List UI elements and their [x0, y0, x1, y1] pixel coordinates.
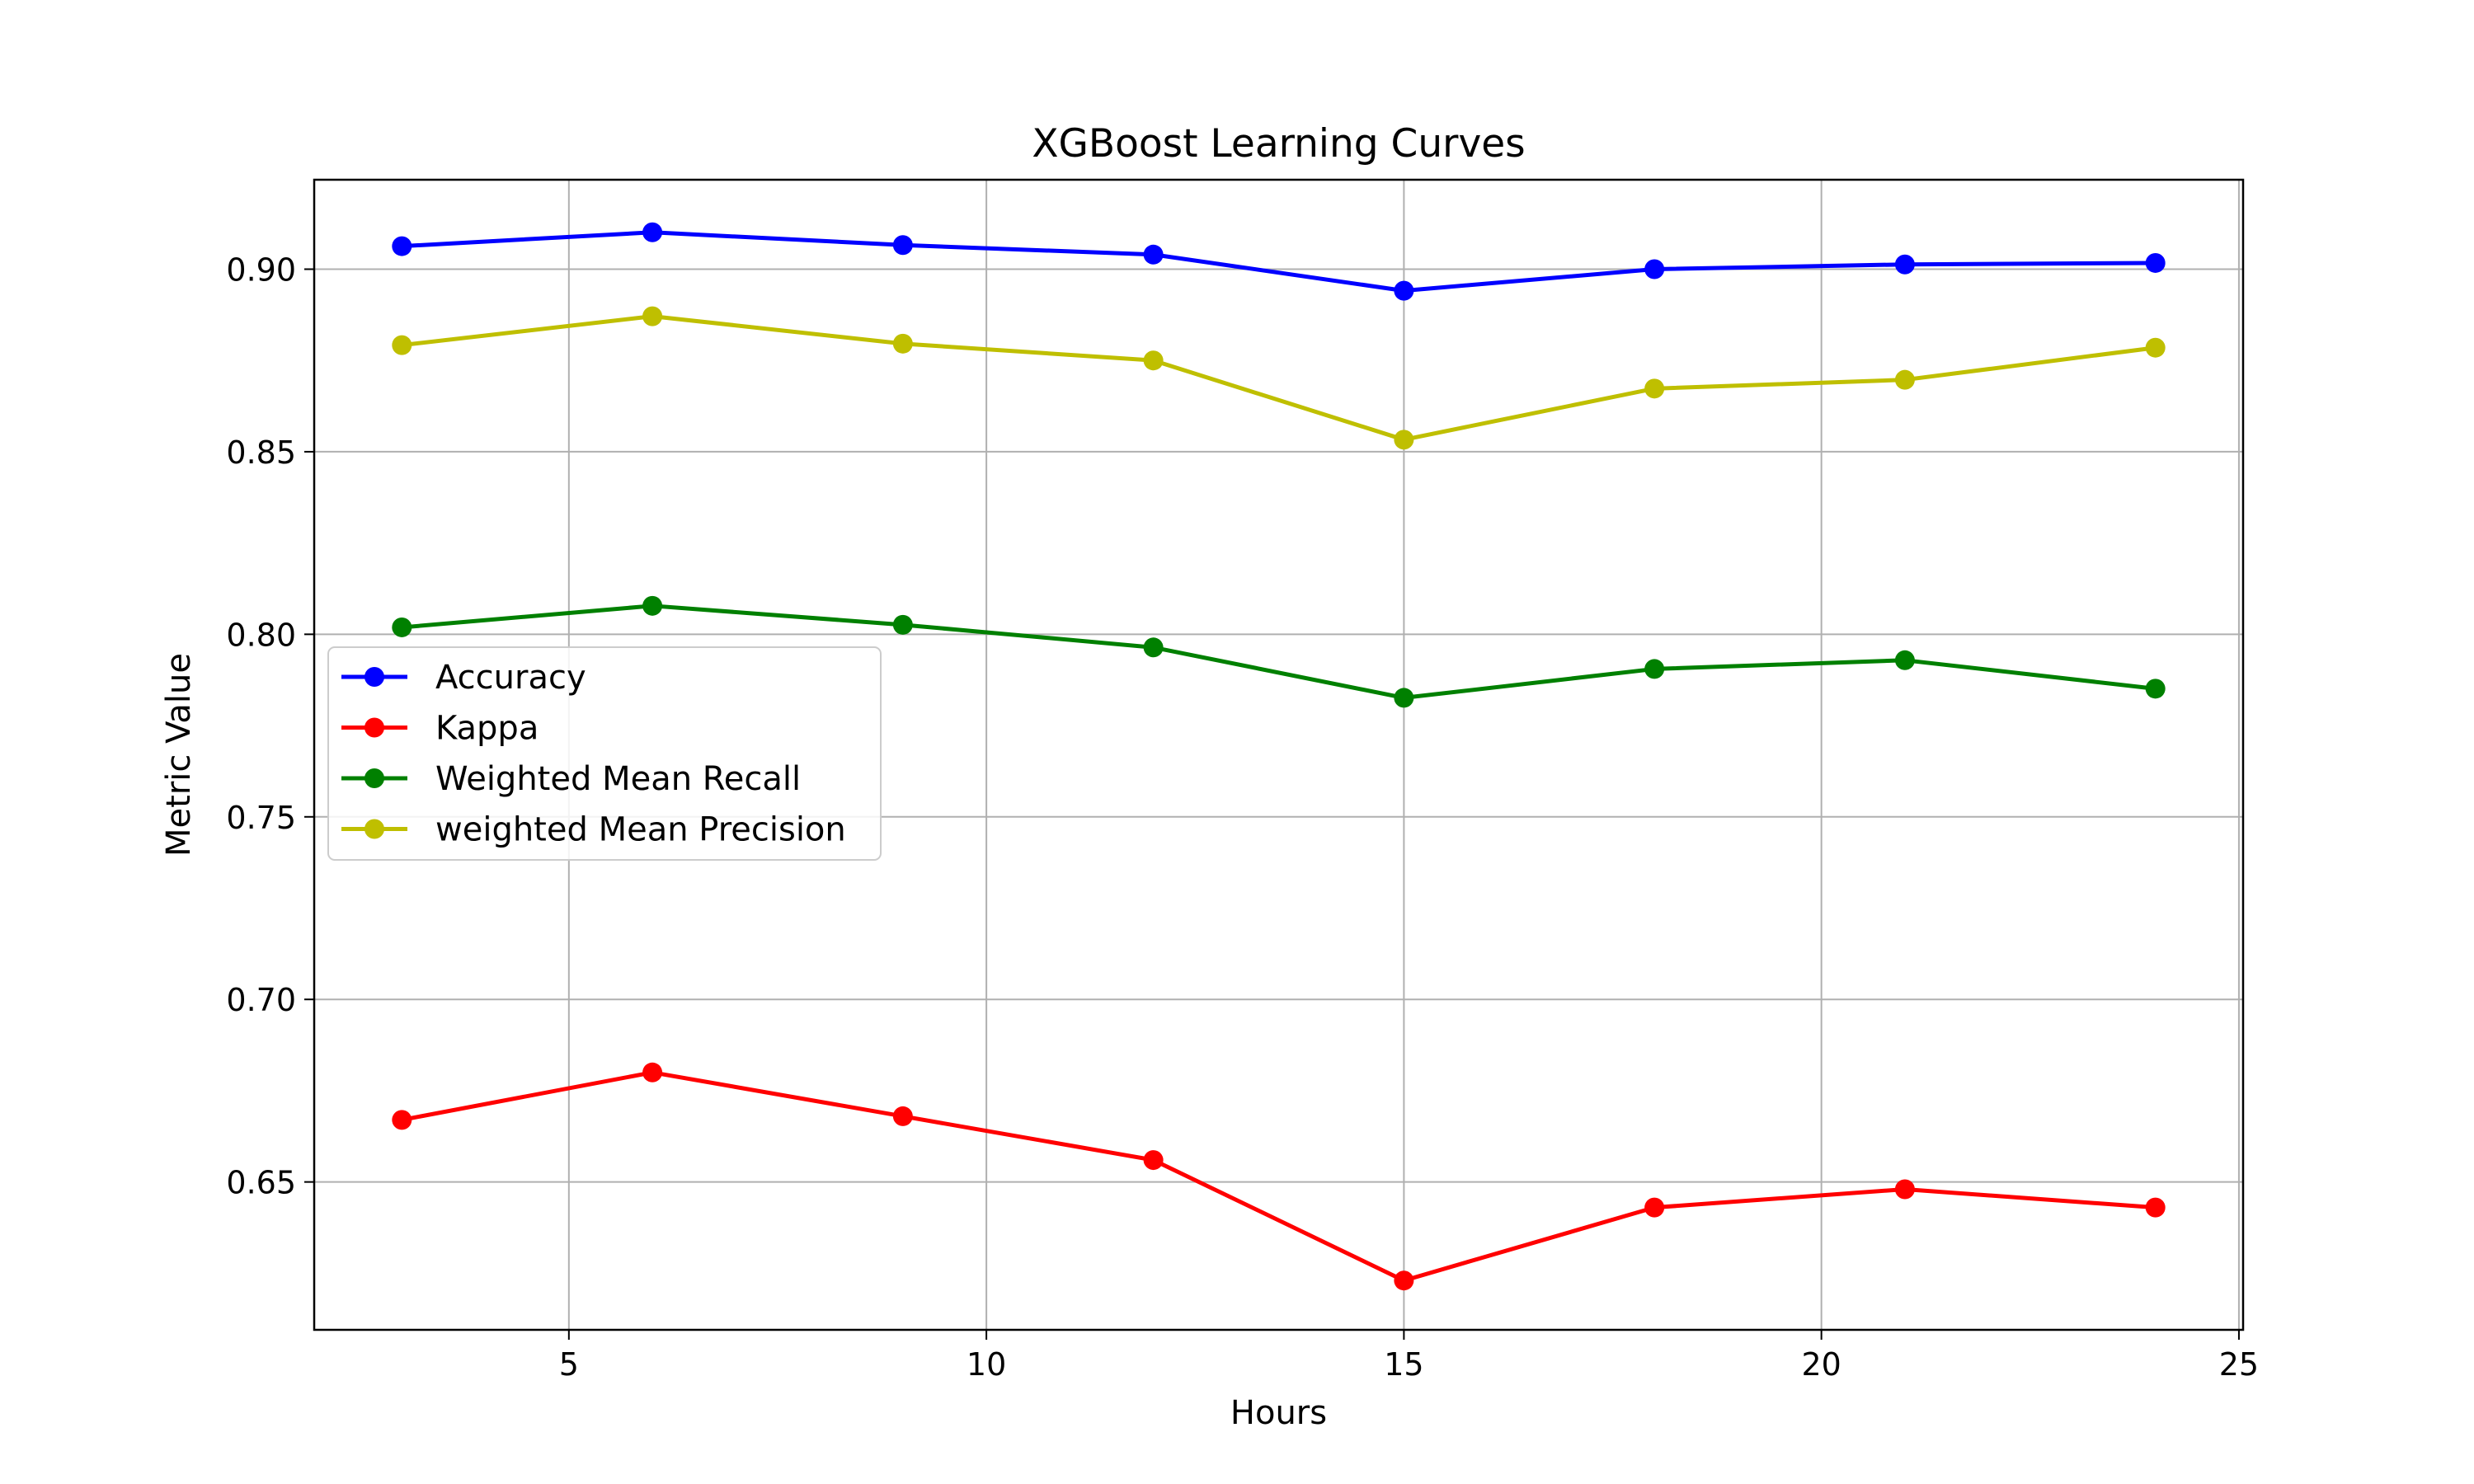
data-point — [2145, 1197, 2166, 1218]
legend-marker — [365, 819, 384, 839]
series-accuracy — [392, 222, 2166, 301]
data-point — [1143, 1150, 1164, 1171]
data-point — [1894, 254, 1915, 275]
data-point — [892, 235, 913, 256]
data-point — [892, 333, 913, 354]
data-point — [1394, 688, 1414, 708]
series-weighted-mean-recall — [392, 595, 2166, 708]
y-tick-label: 0.85 — [226, 434, 296, 471]
legend-box — [327, 646, 882, 861]
data-point — [892, 1106, 913, 1126]
legend-label: Weighted Mean Recall — [435, 760, 801, 798]
data-point — [1143, 637, 1164, 658]
y-axis-label: Metric Value — [160, 653, 198, 857]
data-point — [1644, 659, 1665, 679]
data-point — [1394, 430, 1414, 450]
legend-marker — [365, 667, 384, 687]
x-tick-label: 10 — [967, 1346, 1006, 1383]
series-line — [402, 314, 2157, 442]
data-point — [1143, 244, 1164, 265]
legend-label: Accuracy — [435, 659, 586, 697]
data-point — [1894, 1179, 1915, 1200]
data-point — [2145, 337, 2166, 358]
series-line — [402, 603, 2156, 700]
data-point — [1894, 369, 1915, 390]
data-point — [642, 595, 663, 616]
data-point — [1644, 378, 1665, 399]
data-point — [642, 1062, 663, 1082]
data-point — [392, 335, 412, 355]
series-line — [401, 1070, 2156, 1283]
data-point — [2145, 679, 2166, 699]
y-tick-label: 0.75 — [226, 800, 296, 836]
data-point — [2145, 252, 2166, 273]
legend-marker — [365, 717, 384, 738]
ticks: 5 10 15 20 25 0.65 0.70 0.75 0.80 0.85 0.90 — [226, 252, 2259, 1383]
x-tick-label: 20 — [1801, 1346, 1841, 1383]
chart-title: XGBoost Learning Curves — [1032, 121, 1525, 167]
x-tick-label: 5 — [559, 1346, 579, 1383]
legend-item: Accuracy — [341, 659, 586, 697]
data-point — [642, 306, 663, 326]
legend-marker — [365, 768, 384, 788]
data-point — [642, 222, 663, 242]
x-axis-label: Hours — [1230, 1394, 1327, 1432]
data-point — [1143, 350, 1164, 371]
legend-label: weighted Mean Precision — [435, 811, 846, 849]
legend-item: Weighted Mean Recall — [341, 760, 801, 798]
data-point — [392, 617, 412, 637]
legend-label: Kappa — [435, 710, 539, 748]
data-point — [1644, 1197, 1665, 1218]
data-point — [1644, 259, 1665, 279]
data-point — [1894, 650, 1915, 670]
data-point — [1394, 1270, 1414, 1291]
legend-item: weighted Mean Precision — [341, 811, 846, 849]
legend: Accuracy Kappa Weighted Mean Recall weighte… — [327, 646, 882, 861]
data-point — [392, 1110, 412, 1130]
y-tick-label: 0.90 — [226, 252, 296, 289]
y-tick-label: 0.65 — [226, 1165, 296, 1201]
data-point — [892, 614, 913, 635]
series-kappa — [392, 1062, 2166, 1291]
series-layer — [392, 222, 2166, 1291]
y-tick-label: 0.80 — [226, 617, 296, 653]
y-tick-label: 0.70 — [226, 982, 296, 1018]
series-weighted-mean-precision — [392, 306, 2166, 450]
legend-item: Kappa — [341, 710, 539, 748]
x-tick-label: 25 — [2219, 1346, 2259, 1383]
x-tick-label: 15 — [1384, 1346, 1423, 1383]
data-point — [1394, 280, 1414, 301]
series-line — [402, 230, 2156, 294]
data-point — [392, 236, 412, 256]
plot-area-frame — [313, 178, 2245, 1331]
